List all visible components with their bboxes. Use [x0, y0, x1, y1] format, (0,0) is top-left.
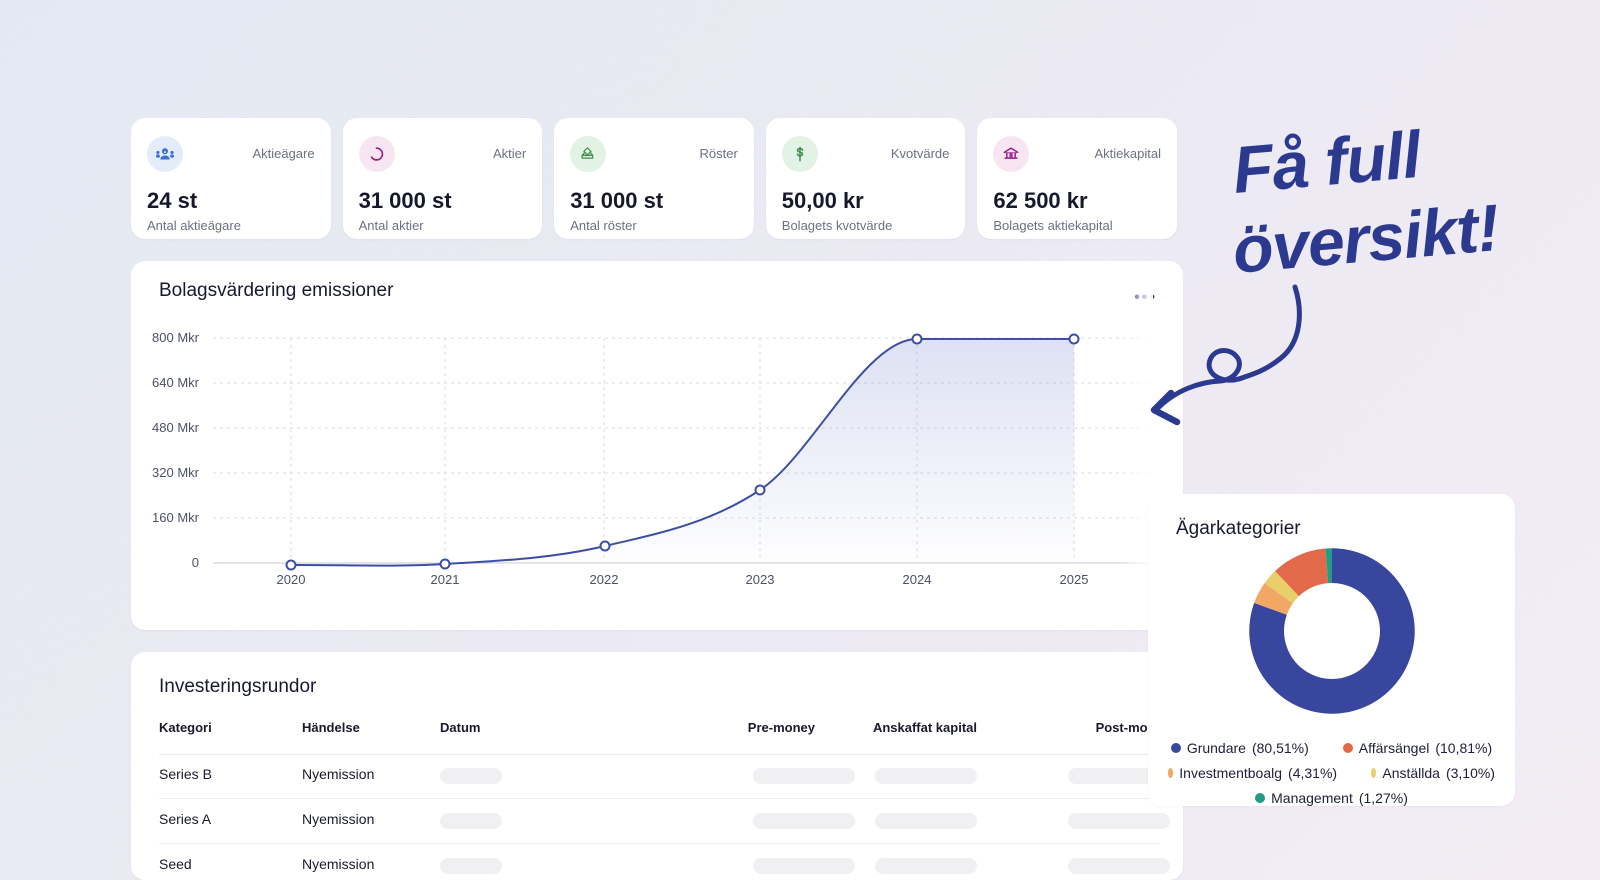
svg-text:översikt!: översikt! — [1235, 190, 1501, 287]
svg-text:Få full: Få full — [1235, 118, 1425, 207]
svg-text:2024: 2024 — [903, 572, 932, 587]
svg-text:2025: 2025 — [1060, 572, 1089, 587]
svg-text:2021: 2021 — [431, 572, 460, 587]
svg-text:0: 0 — [192, 555, 199, 570]
svg-text:160 Mkr: 160 Mkr — [152, 510, 200, 525]
svg-text:2022: 2022 — [590, 572, 619, 587]
svg-text:2020: 2020 — [277, 572, 306, 587]
svg-text:320 Mkr: 320 Mkr — [152, 465, 200, 480]
svg-text:640 Mkr: 640 Mkr — [152, 375, 200, 390]
svg-text:2023: 2023 — [746, 572, 775, 587]
svg-text:480 Mkr: 480 Mkr — [152, 420, 200, 435]
svg-text:800 Mkr: 800 Mkr — [152, 330, 200, 345]
